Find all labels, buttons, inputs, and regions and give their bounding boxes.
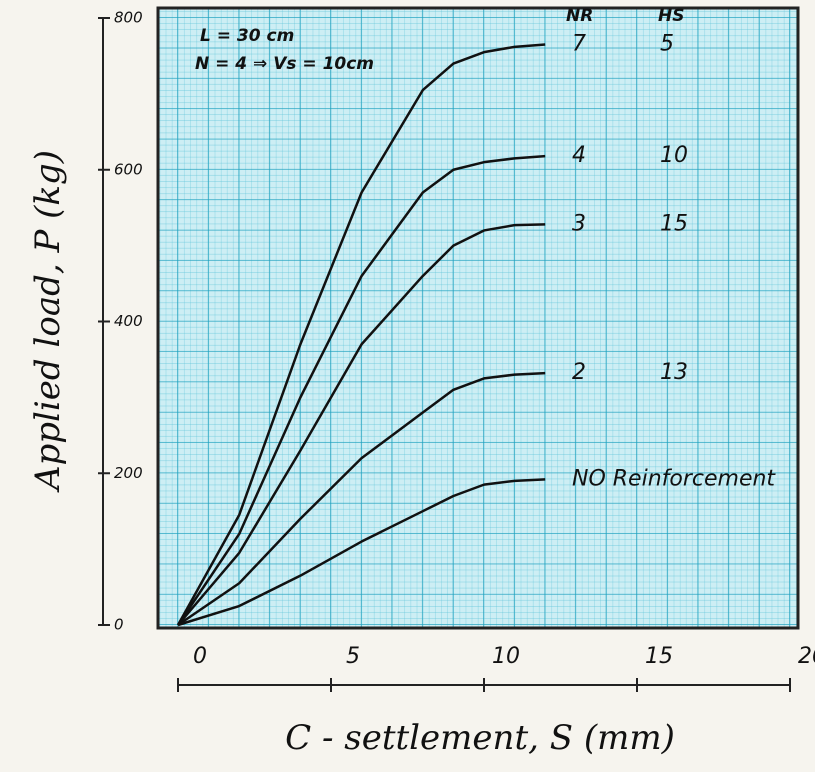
- hs-header: HS: [658, 6, 684, 26]
- x-axis-label: C - settlement, S (mm): [285, 718, 675, 758]
- series-line: [176, 43, 546, 626]
- y-axis-label: Applied load, P (kg): [28, 150, 68, 493]
- y-tick-label: 0: [114, 616, 124, 634]
- series-label: 2: [572, 360, 586, 385]
- series-line: [176, 154, 546, 626]
- series-label: 3: [572, 211, 586, 236]
- x-tick-label: 5: [346, 644, 360, 669]
- graph-grid: [158, 8, 798, 628]
- y-tick-label: 200: [114, 464, 143, 482]
- series-line: [177, 371, 546, 627]
- y-tick-label: 800: [114, 9, 143, 27]
- hs-label: 13: [660, 360, 688, 385]
- x-tick-label: 15: [645, 644, 673, 669]
- x-tick-label: 20: [798, 644, 815, 669]
- annotation: N = 4 ⇒ Vs = 10cm: [195, 54, 374, 74]
- hs-label: 5: [660, 32, 674, 57]
- paper-border: [156, 6, 800, 630]
- annotation: L = 30 cm: [200, 26, 294, 46]
- nr-header: NR: [566, 6, 593, 26]
- series-line: [177, 223, 546, 626]
- series-label: 4: [572, 143, 586, 168]
- y-tick-label: 600: [114, 160, 143, 178]
- hs-label: 10: [660, 143, 688, 168]
- series-line: [177, 478, 546, 627]
- x-tick-label: 10: [492, 644, 520, 669]
- series-label: 7: [572, 32, 586, 57]
- x-tick-label: 0: [193, 644, 207, 669]
- y-tick-label: 400: [114, 312, 143, 330]
- series-label: NO Reinforcement: [572, 466, 776, 491]
- hs-label: 15: [660, 211, 688, 236]
